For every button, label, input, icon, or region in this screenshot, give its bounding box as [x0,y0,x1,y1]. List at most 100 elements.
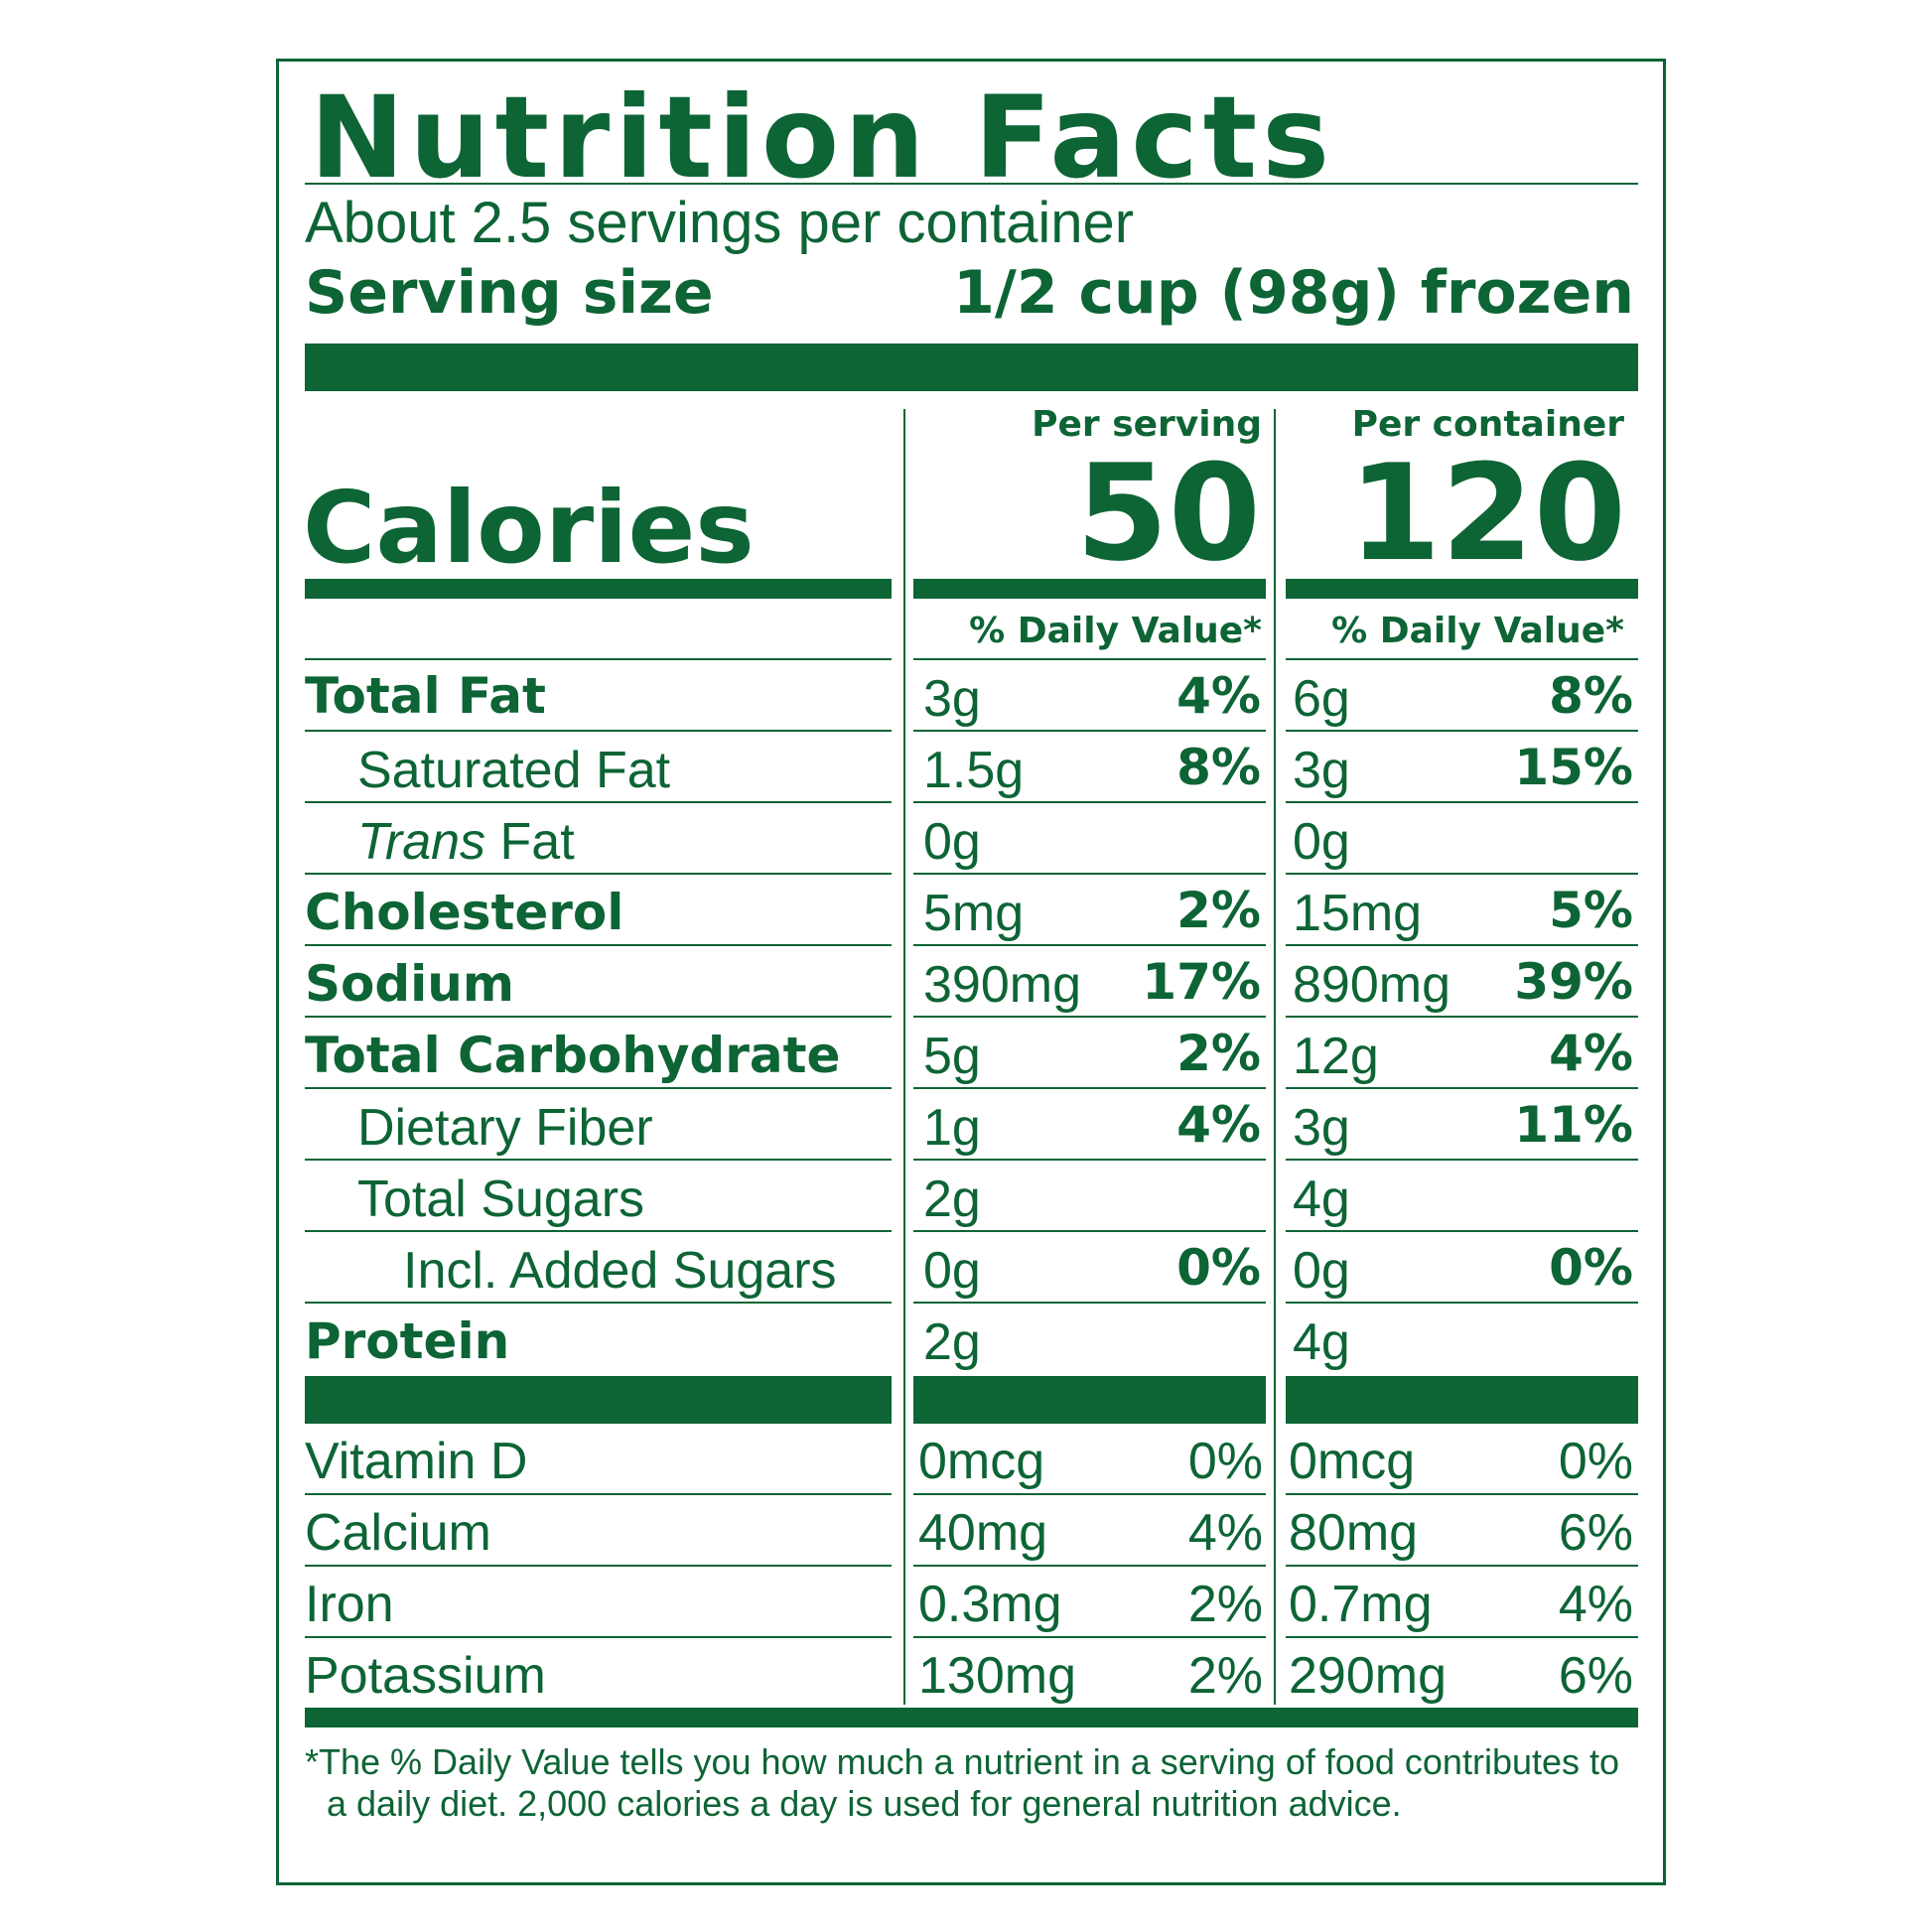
container-amount-added-sugars: 0g [1293,1242,1350,1300]
nutrient-name-sodium: Sodium [305,955,514,1013]
calories-bar-label [305,579,892,599]
per-container-header: Per container [1351,404,1624,445]
per-serving-header: Per serving [1032,404,1262,445]
calories-bar-serving [913,579,1266,599]
container-dv-added-sugars: 0% [1549,1239,1633,1297]
iron-serving-amount: 0.3mg [918,1576,1062,1633]
row-rule [913,658,1266,660]
bottom-thick-bar [305,1708,1638,1727]
container-amount-total-sugars: 4g [1293,1171,1350,1228]
container-dv-sodium: 39% [1514,953,1633,1011]
potassium-serving-dv: 2% [1187,1647,1263,1705]
title-divider [305,183,1638,185]
vitamin-d-container-dv: 0% [1558,1433,1633,1490]
column-divider-left [903,409,905,1705]
vitamin-name-d: Vitamin D [305,1433,528,1490]
vitamin-row-rule [913,1636,1266,1638]
row-rule [913,801,1266,803]
vitamin-d-serving-amount: 0mcg [918,1433,1045,1490]
vitamin-row-rule [913,1565,1266,1567]
trans-fat-suffix: Fat [485,813,575,871]
calcium-serving-dv: 4% [1187,1504,1263,1562]
serving-dv-sodium: 17% [1142,953,1261,1011]
row-rule [305,1159,892,1161]
row-rule [913,1159,1266,1161]
container-amount-sodium: 890mg [1293,956,1450,1014]
serving-dv-added-sugars: 0% [1176,1239,1261,1297]
column-divider-right [1274,409,1276,1705]
vitamin-row-rule [1286,1565,1638,1567]
row-rule [305,1230,892,1232]
vitamin-name-calcium: Calcium [305,1504,491,1562]
container-dv-total-carbohydrate: 4% [1549,1025,1633,1082]
dv-header-container: % Daily Value* [1331,611,1624,651]
serving-dv-total-carbohydrate: 2% [1176,1025,1261,1082]
nutrient-name-trans-fat: Trans Fat [357,816,575,868]
footnote: *The % Daily Value tells you how much a … [305,1741,1620,1824]
container-amount-dietary-fiber: 3g [1293,1099,1350,1157]
calcium-container-dv: 6% [1558,1504,1633,1562]
row-rule [1286,1016,1638,1018]
calcium-container-amount: 80mg [1289,1504,1419,1562]
container-amount-protein: 4g [1293,1313,1350,1371]
serving-amount-saturated-fat: 1.5g [923,742,1025,799]
trans-italic: Trans [357,813,486,871]
potassium-container-dv: 6% [1558,1647,1633,1705]
serving-amount-added-sugars: 0g [923,1242,981,1300]
row-rule [305,1016,892,1018]
row-rule [913,1302,1266,1304]
container-dv-dietary-fiber: 11% [1514,1096,1633,1154]
calories-label: Calories [303,470,755,586]
potassium-serving-amount: 130mg [918,1647,1076,1705]
container-amount-trans-fat: 0g [1293,813,1350,871]
container-dv-total-fat: 8% [1549,667,1633,725]
nutrient-name-total-carbohydrate: Total Carbohydrate [305,1027,841,1084]
protein-bar-serving [913,1376,1266,1424]
row-rule [913,730,1266,732]
serving-amount-total-carbohydrate: 5g [923,1028,981,1085]
row-rule [1286,873,1638,875]
vitamin-d-container-amount: 0mcg [1289,1433,1416,1490]
serving-dv-saturated-fat: 8% [1176,739,1261,796]
serving-dv-cholesterol: 2% [1176,882,1261,939]
iron-serving-dv: 2% [1187,1576,1263,1633]
vitamin-d-serving-dv: 0% [1187,1433,1263,1490]
row-rule [1286,658,1638,660]
nutrient-name-total-sugars: Total Sugars [357,1171,645,1228]
row-rule [1286,1087,1638,1089]
nutrient-name-total-fat: Total Fat [305,667,546,725]
serving-size-thick-bar [305,344,1638,391]
nutrition-label-border [276,59,1666,1885]
row-rule [305,801,892,803]
row-rule [913,1087,1266,1089]
vitamin-row-rule [305,1636,892,1638]
dv-header-serving: % Daily Value* [969,611,1262,651]
vitamin-row-rule [305,1493,892,1495]
iron-container-dv: 4% [1558,1576,1633,1633]
serving-amount-protein: 2g [923,1313,981,1371]
row-rule [305,944,892,946]
serving-dv-dietary-fiber: 4% [1176,1096,1261,1154]
container-dv-cholesterol: 5% [1549,882,1633,939]
serving-amount-dietary-fiber: 1g [923,1099,981,1157]
label-title: Nutrition Facts [310,71,1335,204]
serving-size-label: Serving size [305,258,714,328]
row-rule [305,658,892,660]
row-rule [1286,1230,1638,1232]
servings-per-container: About 2.5 servings per container [305,191,1135,255]
vitamin-name-potassium: Potassium [305,1647,546,1705]
row-rule [1286,1159,1638,1161]
serving-amount-total-fat: 3g [923,670,981,728]
row-rule [1286,801,1638,803]
vitamin-row-rule [1286,1493,1638,1495]
serving-amount-trans-fat: 0g [923,813,981,871]
nutrient-name-added-sugars: Incl. Added Sugars [403,1242,837,1300]
row-rule [913,1230,1266,1232]
row-rule [305,1087,892,1089]
nutrient-name-dietary-fiber: Dietary Fiber [357,1099,653,1157]
protein-bar-container [1286,1376,1638,1424]
calories-bar-container [1286,579,1638,599]
calories-per-serving: 50 [1075,436,1261,591]
row-rule [913,1016,1266,1018]
container-amount-cholesterol: 15mg [1293,885,1423,942]
